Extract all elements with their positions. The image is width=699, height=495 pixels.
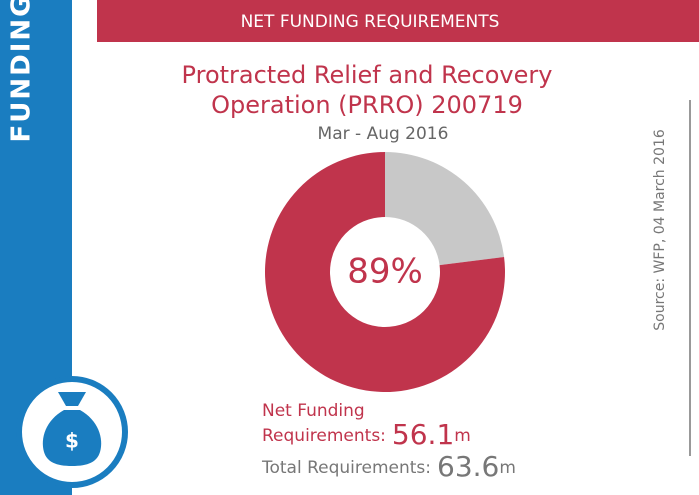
- net-label: Requirements: 56.1m: [262, 418, 471, 451]
- donut-slice: [385, 152, 505, 266]
- net-label: Net Funding: [262, 401, 365, 421]
- total-value: 63.6: [437, 450, 499, 483]
- chart-title: Operation (PRRO) 200719: [211, 91, 523, 119]
- total-unit: m: [499, 458, 516, 478]
- source: Source: WFP, 04 March 2016: [652, 129, 668, 331]
- net-value: 56.1: [392, 418, 454, 451]
- net-label: Requirements:: [262, 426, 386, 446]
- chart-subtitle: Mar - Aug 2016: [318, 124, 449, 144]
- icon-symbol: $: [65, 429, 79, 453]
- header-bar: [97, 0, 699, 42]
- total-label: Total Requirements:: [261, 458, 431, 478]
- header-title: NET FUNDING REQUIREMENTS: [241, 12, 500, 32]
- donut: [265, 152, 506, 393]
- chart-title: Protracted Relief and Recovery: [182, 61, 553, 89]
- sidebar-title: FUNDING: [7, 0, 37, 143]
- donut-slice: [265, 152, 506, 393]
- center-label: 89%: [347, 252, 423, 292]
- total-label: Total Requirements: 63.6m: [261, 450, 516, 483]
- net-unit: m: [454, 426, 471, 446]
- money-bag-icon: [42, 392, 102, 466]
